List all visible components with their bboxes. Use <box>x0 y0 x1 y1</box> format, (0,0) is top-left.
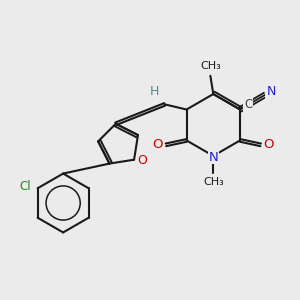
Text: O: O <box>264 138 274 151</box>
Text: CH₃: CH₃ <box>203 177 224 187</box>
Text: N: N <box>208 151 218 164</box>
Text: C: C <box>244 98 252 111</box>
Text: O: O <box>152 138 163 151</box>
Text: Cl: Cl <box>20 180 31 193</box>
Text: N: N <box>266 85 276 98</box>
Text: O: O <box>137 154 147 167</box>
Text: H: H <box>150 85 159 98</box>
Text: CH₃: CH₃ <box>200 61 221 71</box>
